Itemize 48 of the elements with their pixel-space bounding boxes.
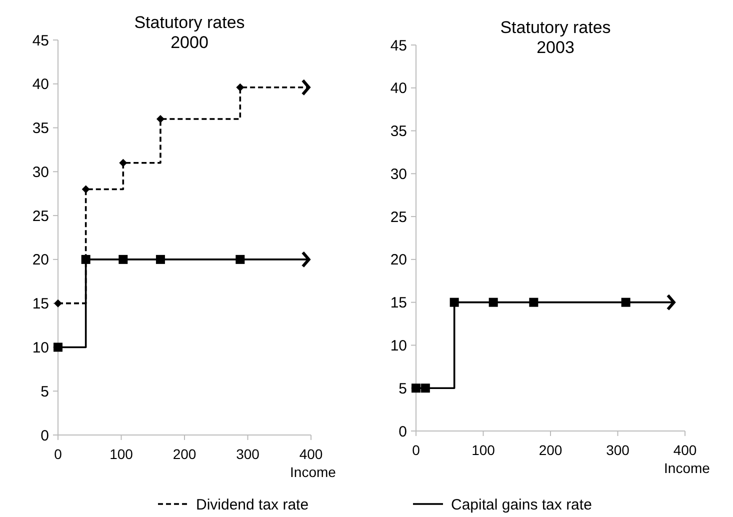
- point: [119, 158, 128, 167]
- point: [118, 254, 128, 264]
- y-tick-label: 5: [398, 380, 407, 398]
- y-tick-label: 25: [390, 208, 407, 226]
- x-tick-label: 0: [54, 446, 62, 462]
- y-tick-label: 10: [390, 337, 407, 354]
- point: [54, 299, 62, 308]
- x-axis-title: Income: [664, 460, 710, 476]
- x-tick-label: 100: [110, 446, 134, 462]
- y-tick-label: 40: [32, 76, 49, 94]
- legend-label: Dividend tax rate: [196, 496, 309, 514]
- y-tick-label: 20: [32, 252, 49, 269]
- point: [236, 254, 245, 264]
- x-tick-label: 200: [172, 446, 196, 462]
- point: [156, 115, 164, 123]
- y-tick-label: 30: [32, 164, 49, 181]
- x-tick-label: 100: [472, 442, 496, 458]
- y-tick-label: 10: [32, 339, 49, 356]
- chart-title: Statutory rates: [134, 13, 245, 32]
- y-tick-label: 15: [390, 294, 407, 312]
- x-tick-label: 400: [673, 442, 697, 458]
- x-tick-label: 200: [538, 442, 562, 458]
- y-tick-label: 45: [390, 37, 407, 54]
- x-tick-label: 0: [412, 442, 420, 458]
- y-tick-label: 5: [40, 383, 49, 400]
- chart-subtitle: 2000: [170, 33, 208, 52]
- legend-label: Capital gains tax rate: [451, 496, 592, 514]
- point: [156, 254, 165, 264]
- chart-subtitle: 2003: [536, 38, 574, 57]
- x-tick-label: 300: [236, 446, 260, 462]
- point: [81, 254, 90, 264]
- y-tick-label: 0: [40, 427, 49, 444]
- y-tick-label: 40: [390, 80, 407, 98]
- x-tick-label: 400: [299, 446, 323, 462]
- y-tick-label: 35: [32, 120, 49, 138]
- y-tick-label: 0: [398, 423, 407, 440]
- y-tick-label: 25: [32, 208, 49, 225]
- x-axis-title: Income: [290, 464, 336, 480]
- x-tick-label: 300: [606, 442, 630, 458]
- point: [82, 185, 90, 194]
- y-tick-label: 45: [32, 32, 49, 50]
- point: [236, 83, 244, 92]
- y-tick-label: 15: [32, 296, 49, 313]
- chart-title: Statutory rates: [500, 18, 611, 37]
- y-tick-label: 20: [390, 252, 407, 269]
- point: [54, 342, 62, 352]
- y-tick-label: 30: [390, 166, 407, 183]
- y-tick-label: 35: [390, 123, 407, 140]
